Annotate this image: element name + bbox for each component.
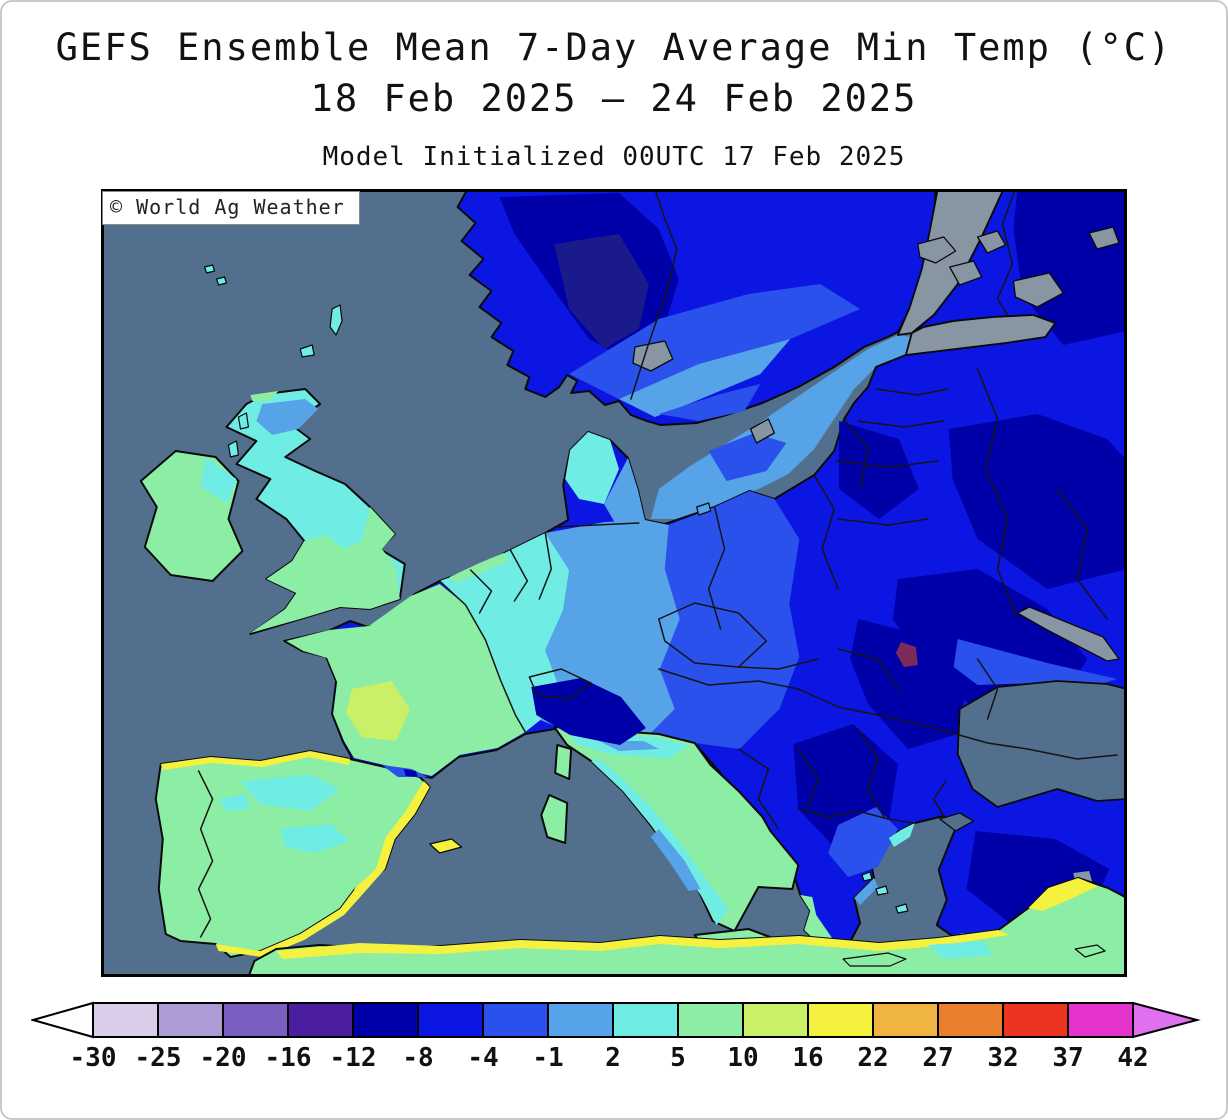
colorbar-cell--30 <box>92 1002 159 1038</box>
small-islands <box>203 264 909 914</box>
colorbar-cell--25 <box>157 1002 224 1038</box>
temperature-colorbar: -30 -25 -20 -16 -12 -8 -4 -1 2 5 10 16 22 27 32 37 42 <box>29 1000 1201 1078</box>
colorbar-cell--16 <box>287 1002 354 1038</box>
sea-of-azov <box>1016 606 1120 662</box>
black-sea <box>939 606 1127 832</box>
alps-cold-patch <box>531 678 646 745</box>
colorbar-cell--20 <box>222 1002 289 1038</box>
colorbar-tick--12: -12 <box>330 1043 377 1073</box>
colorbar-tick-22: 22 <box>857 1043 888 1073</box>
colorbar-tick-2: 2 <box>605 1043 621 1073</box>
british-isles <box>139 388 406 635</box>
balearic-islands <box>429 838 463 854</box>
colorbar-cell--12 <box>352 1002 419 1038</box>
colorbar-tick-42: 42 <box>1117 1043 1148 1073</box>
colorbar-tick--30: -30 <box>70 1043 117 1073</box>
colorbar-cell--1 <box>547 1002 614 1038</box>
model-init-line: Model Initialized 00UTC 17 Feb 2025 <box>322 142 906 172</box>
colorbar-tick--16: -16 <box>265 1043 312 1073</box>
corsica <box>554 744 573 780</box>
carpathian-cold-spot <box>895 642 918 667</box>
valid-dates: 18 Feb 2025 – 24 Feb 2025 <box>310 77 918 120</box>
colorbar-tick--20: -20 <box>200 1043 247 1073</box>
mainland-europe <box>283 189 1127 953</box>
europe-min-temp-map: © World Ag Weather <box>101 189 1127 977</box>
colorbar-cell-32 <box>1002 1002 1069 1038</box>
colorbar-tick-27: 27 <box>922 1043 953 1073</box>
sea-of-marmara <box>939 812 975 832</box>
colorbar-cell-27 <box>937 1002 1004 1038</box>
sardinia <box>540 794 569 844</box>
colorbar-tick--25: -25 <box>135 1043 182 1073</box>
colorbar-tick-16: 16 <box>792 1043 823 1073</box>
lake-ladoga <box>1012 272 1064 308</box>
colorbar-cell-16 <box>807 1002 874 1038</box>
colorbar-cell--4 <box>482 1002 549 1038</box>
cyprus <box>1074 944 1106 958</box>
colorbar-cell-2 <box>612 1002 679 1038</box>
page-title: GEFS Ensemble Mean 7-Day Average Min Tem… <box>55 26 1173 69</box>
colorbar-cell--8 <box>417 1002 484 1038</box>
colorbar-tick--1: -1 <box>532 1043 563 1073</box>
colorbar-tick-37: 37 <box>1052 1043 1083 1073</box>
scandinavia <box>456 189 937 426</box>
colorbar-canvas: -30 -25 -20 -16 -12 -8 -4 -1 2 5 10 16 22 27 32 37 42 <box>29 1001 1201 1073</box>
north-africa <box>247 877 1127 977</box>
gulfs-and-lakes <box>632 189 1120 444</box>
baltic-sea <box>650 335 912 519</box>
gulf-of-finland <box>904 314 1057 356</box>
colorbar-tick--8: -8 <box>402 1043 433 1073</box>
colorbar-cell-10 <box>742 1002 809 1038</box>
map-border <box>101 189 1127 977</box>
med-islands <box>842 944 1106 967</box>
gotland <box>749 418 776 444</box>
map-canvas <box>101 189 1127 977</box>
crete <box>842 952 907 967</box>
colorbar-tick--4: -4 <box>467 1043 498 1073</box>
colorbar-cell-37 <box>1067 1002 1134 1038</box>
watermark: © World Ag Weather <box>102 191 360 225</box>
colorbar-tick-32: 32 <box>987 1043 1018 1073</box>
iberia <box>154 750 463 958</box>
colorbar-tick-10: 10 <box>727 1043 758 1073</box>
title-block: GEFS Ensemble Mean 7-Day Average Min Tem… <box>2 26 1226 172</box>
colorbar-cell-5 <box>677 1002 744 1038</box>
country-borders <box>197 189 1118 938</box>
colorbar-tick-5: 5 <box>670 1043 686 1073</box>
colorbar-cell-22 <box>872 1002 939 1038</box>
